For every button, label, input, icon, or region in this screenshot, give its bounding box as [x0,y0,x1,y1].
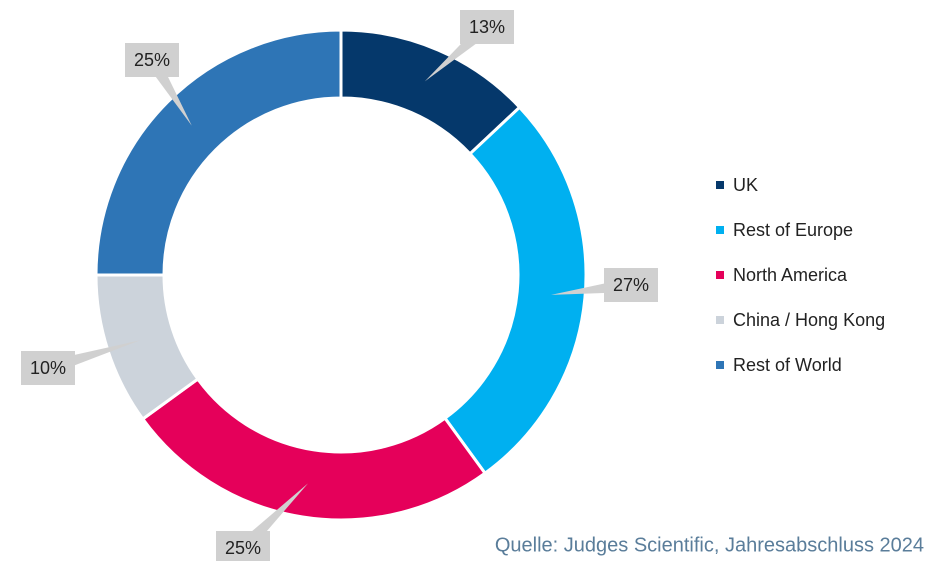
legend-label: China / Hong Kong [733,310,885,330]
data-label: 25% [134,50,170,70]
legend-label: Rest of World [733,355,842,375]
legend-swatch [716,181,724,189]
donut-segment [94,28,343,277]
legend-label: UK [733,175,758,195]
legend-swatch [716,361,724,369]
label-box [460,10,514,44]
data-label: 13% [469,17,505,37]
donut-segment [140,376,488,522]
label-box [216,531,270,561]
data-label: 27% [613,275,649,295]
legend-label: North America [733,265,848,285]
data-label: 25% [225,538,261,558]
label-box [125,43,179,77]
legend-swatch [716,226,724,234]
legend-label: Rest of Europe [733,220,853,240]
donut-segment [442,105,588,476]
legend-swatch [716,271,724,279]
label-box [21,351,75,385]
data-label: 10% [30,358,66,378]
legend-swatch [716,316,724,324]
label-box [604,268,658,302]
source-note: Quelle: Judges Scientific, Jahresabschlu… [495,534,924,556]
